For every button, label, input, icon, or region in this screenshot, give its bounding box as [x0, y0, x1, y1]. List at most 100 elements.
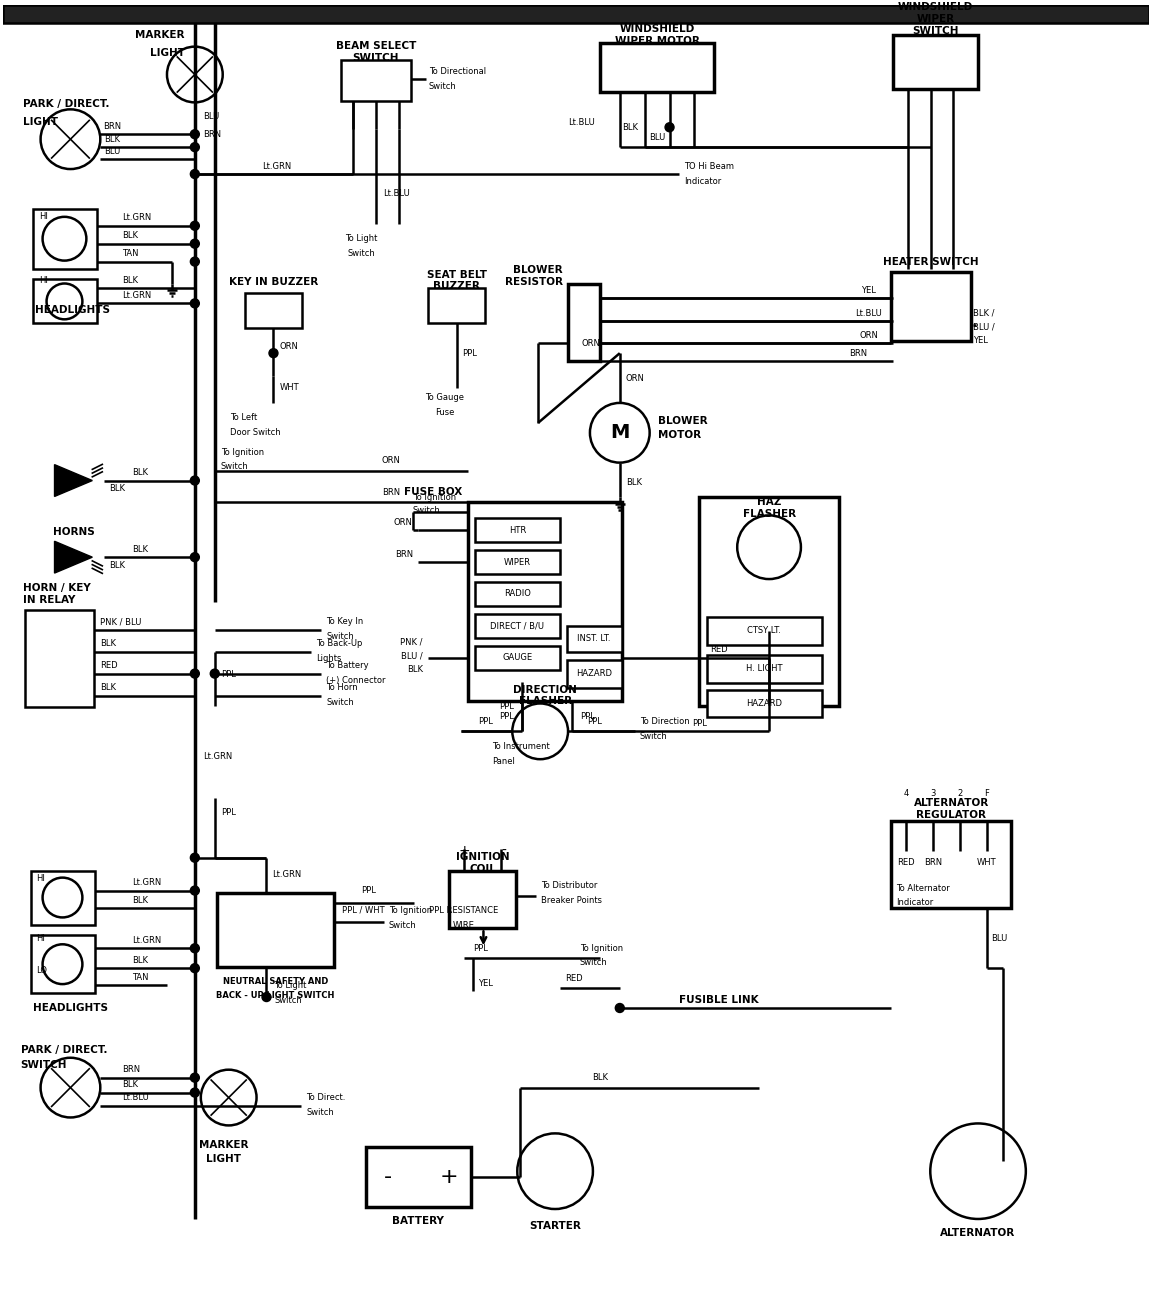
Text: RADIO: RADIO — [503, 589, 531, 598]
Bar — [427, 289, 485, 324]
Text: WIRE: WIRE — [453, 921, 475, 930]
Circle shape — [43, 944, 83, 984]
Circle shape — [43, 216, 86, 260]
Text: BLU: BLU — [991, 934, 1007, 943]
Text: To Ignition: To Ignition — [389, 906, 432, 916]
Bar — [707, 655, 821, 682]
Text: PPL: PPL — [500, 712, 514, 721]
Circle shape — [190, 553, 199, 562]
Text: FLASHER: FLASHER — [743, 509, 796, 519]
Text: HORN / KEY: HORN / KEY — [23, 583, 90, 593]
Circle shape — [40, 109, 100, 170]
Circle shape — [513, 703, 568, 759]
Circle shape — [200, 1070, 257, 1125]
Text: Switch: Switch — [412, 506, 440, 515]
Text: CTSY LT.: CTSY LT. — [748, 627, 781, 636]
Text: PPL: PPL — [692, 719, 707, 728]
Text: Switch: Switch — [579, 958, 608, 966]
Text: RED: RED — [897, 859, 915, 868]
Text: To Ignition: To Ignition — [579, 944, 623, 953]
Text: BLK: BLK — [109, 484, 126, 493]
Text: PARK / DIRECT.: PARK / DIRECT. — [21, 1045, 107, 1055]
Text: STARTER: STARTER — [529, 1221, 581, 1232]
Text: ORN: ORN — [626, 373, 645, 382]
Text: GAUGE: GAUGE — [502, 653, 532, 662]
Text: LIGHT: LIGHT — [206, 1154, 241, 1164]
Text: PPL: PPL — [478, 717, 493, 726]
Text: HAZARD: HAZARD — [576, 670, 612, 679]
Text: SEAT BELT: SEAT BELT — [426, 269, 486, 280]
Text: BLK: BLK — [626, 478, 642, 487]
Text: BRN: BRN — [381, 488, 400, 497]
Text: RESISTOR: RESISTOR — [505, 277, 563, 286]
Bar — [894, 35, 978, 89]
Text: Lt.BLU: Lt.BLU — [122, 1093, 149, 1102]
Bar — [366, 1147, 470, 1207]
Text: PNK /: PNK / — [400, 637, 423, 646]
Text: TAN: TAN — [132, 973, 149, 982]
Text: WIPER: WIPER — [917, 14, 955, 23]
Text: 3: 3 — [931, 789, 935, 798]
Text: KEY IN BUZZER: KEY IN BUZZER — [229, 277, 318, 286]
Circle shape — [190, 299, 199, 308]
Bar — [476, 550, 560, 574]
Text: RED: RED — [100, 662, 118, 670]
Text: ALTERNATOR: ALTERNATOR — [940, 1228, 1016, 1238]
Circle shape — [190, 670, 199, 679]
Text: M: M — [611, 423, 629, 443]
Text: Switch: Switch — [639, 732, 667, 741]
Text: BLU /: BLU / — [401, 651, 423, 660]
Circle shape — [262, 992, 271, 1001]
Text: LIGHT: LIGHT — [23, 118, 58, 127]
Bar — [892, 272, 971, 341]
Text: WHT: WHT — [977, 859, 996, 868]
Text: BLK: BLK — [622, 123, 638, 132]
Circle shape — [268, 348, 278, 357]
Text: HTR: HTR — [509, 526, 526, 535]
Text: LIGHT: LIGHT — [150, 48, 184, 57]
Text: -: - — [501, 844, 507, 857]
Text: +: + — [458, 844, 470, 857]
Text: BATTERY: BATTERY — [393, 1216, 445, 1226]
Bar — [244, 294, 302, 329]
Text: HI: HI — [37, 934, 45, 943]
Text: +: + — [439, 1167, 458, 1188]
Bar — [568, 284, 600, 361]
Circle shape — [190, 142, 199, 152]
Circle shape — [190, 240, 199, 249]
Text: Switch: Switch — [389, 921, 417, 930]
Text: To Instrument: To Instrument — [492, 742, 551, 751]
Text: BLK: BLK — [122, 1080, 138, 1089]
Text: WINDSHIELD: WINDSHIELD — [899, 1, 973, 12]
Text: INST. LT.: INST. LT. — [577, 635, 611, 644]
Text: Switch: Switch — [221, 462, 249, 471]
Circle shape — [190, 1088, 199, 1097]
Circle shape — [615, 1004, 624, 1013]
Circle shape — [190, 221, 199, 231]
Text: Switch: Switch — [326, 698, 354, 707]
Text: To Distributor: To Distributor — [541, 881, 598, 890]
Text: ORN: ORN — [280, 342, 298, 351]
Text: BLOWER: BLOWER — [514, 264, 563, 275]
Bar — [567, 659, 622, 688]
Text: Switch: Switch — [347, 249, 374, 258]
Text: ALTERNATOR: ALTERNATOR — [914, 798, 988, 808]
Text: FLASHER: FLASHER — [518, 697, 571, 707]
Text: -: - — [384, 1167, 392, 1188]
Text: LO: LO — [37, 966, 47, 975]
Text: MARKER: MARKER — [199, 1141, 249, 1150]
Text: FUSIBLE LINK: FUSIBLE LINK — [680, 995, 759, 1005]
Text: To Gauge: To Gauge — [425, 394, 464, 403]
Text: YEL: YEL — [973, 335, 988, 344]
Text: BLOWER: BLOWER — [658, 416, 707, 426]
Text: COIL: COIL — [469, 864, 495, 874]
Text: Switch: Switch — [429, 82, 456, 91]
Text: To Ignition: To Ignition — [412, 493, 456, 502]
Text: BRN: BRN — [203, 130, 221, 139]
Text: Indicator: Indicator — [896, 897, 934, 906]
Circle shape — [737, 515, 801, 579]
Text: HORNS: HORNS — [53, 527, 94, 537]
Circle shape — [590, 403, 650, 462]
Text: HAZ: HAZ — [757, 497, 781, 508]
Text: BLK: BLK — [122, 232, 138, 241]
